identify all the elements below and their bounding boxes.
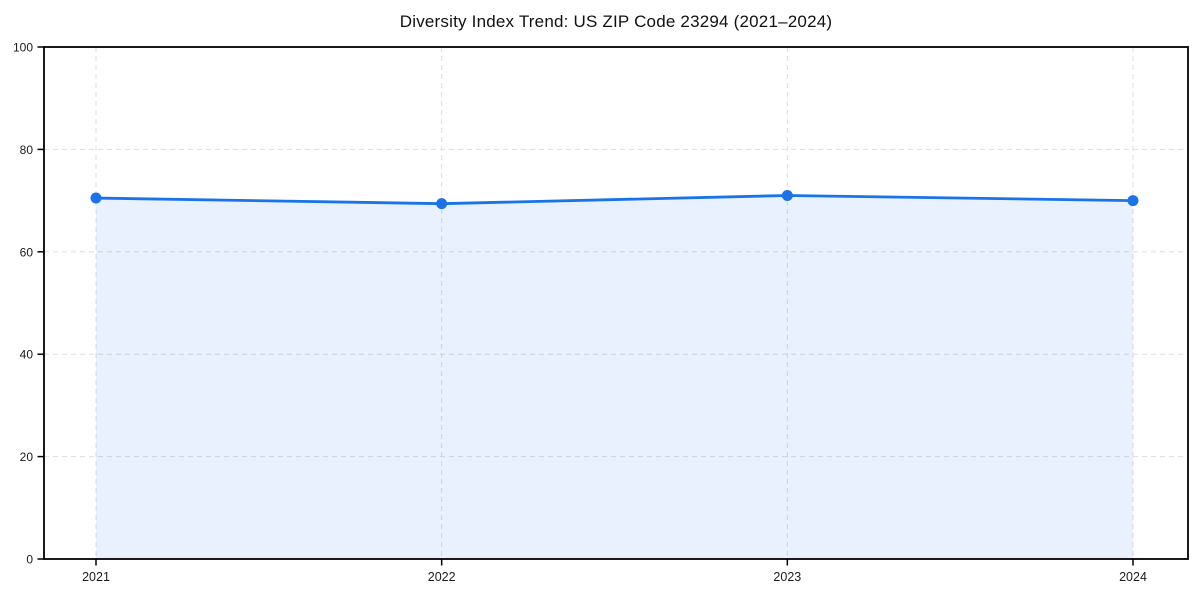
y-tick-label: 20 [20,450,34,464]
data-point-marker [1127,195,1139,207]
data-point-marker [781,189,793,201]
x-tick-label: 2021 [82,570,110,584]
x-tick-label: 2023 [773,570,801,584]
y-tick-label: 40 [20,348,34,362]
data-point-marker [436,198,448,210]
y-tick-label: 60 [20,245,34,259]
data-point-marker [90,192,102,204]
x-tick-label: 2022 [428,570,456,584]
axis-spine [43,46,1189,560]
trend-line [94,194,1135,206]
area-fill [96,195,1133,560]
x-tick-label: 2024 [1119,570,1147,584]
y-tick-label: 100 [13,41,33,55]
chart-title: Diversity Index Trend: US ZIP Code 23294… [399,12,833,31]
y-tick-label: 80 [20,143,34,157]
y-tick-label: 0 [26,553,33,567]
